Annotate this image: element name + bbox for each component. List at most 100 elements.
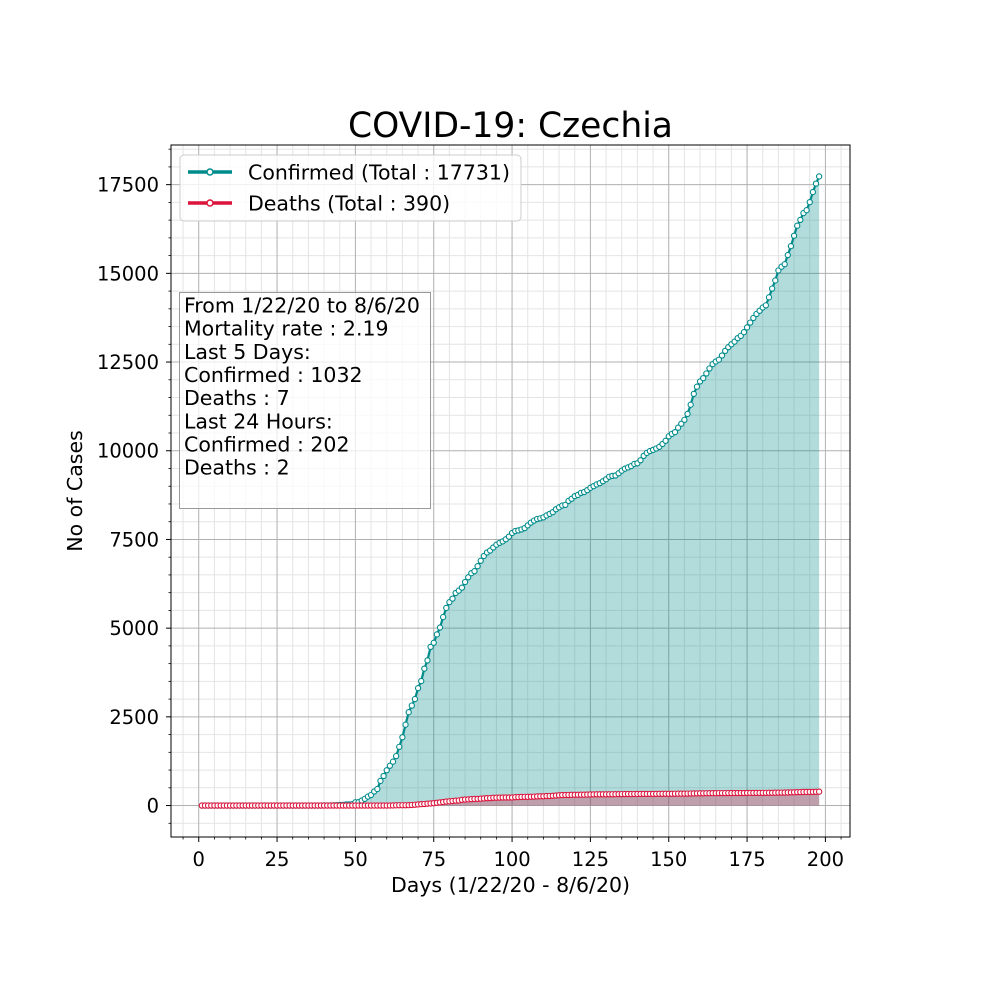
confirmed-point xyxy=(637,457,644,464)
confirmed-point xyxy=(389,758,397,765)
y-tick-label: 10000 xyxy=(97,440,159,463)
confirmed-point xyxy=(402,721,409,728)
x-tick-label: 25 xyxy=(265,848,290,871)
confirmed-point xyxy=(743,324,751,331)
confirmed-point xyxy=(405,709,412,716)
confirmed-point xyxy=(765,294,773,301)
y-tick-label: 5000 xyxy=(109,617,159,640)
confirmed-point xyxy=(715,356,723,363)
confirmed-area xyxy=(201,176,820,806)
x-axis-label: Days (1/22/20 - 8/6/20) xyxy=(391,873,630,897)
x-tick-label: 0 xyxy=(193,848,205,871)
confirmed-point xyxy=(781,261,788,268)
x-tick-label: 75 xyxy=(421,848,446,871)
confirmed-point xyxy=(794,222,801,229)
confirmed-point xyxy=(718,352,726,359)
confirmed-point xyxy=(383,767,390,774)
x-tick-label: 100 xyxy=(493,848,530,871)
confirmed-point xyxy=(562,501,569,508)
x-tick-label: 150 xyxy=(650,848,687,871)
confirmed-point xyxy=(399,734,406,741)
confirmed-point xyxy=(374,785,381,793)
chart-title: COVID-19: Czechia xyxy=(348,106,673,146)
confirmed-point xyxy=(471,568,478,575)
info-box-frame xyxy=(179,292,431,509)
y-tick-label: 17500 xyxy=(97,174,159,197)
legend-label-confirmed: Confirmed (Total : 17731) xyxy=(248,161,510,185)
y-tick-label: 15000 xyxy=(97,262,159,285)
confirmed-point xyxy=(430,639,437,646)
confirmed-point xyxy=(436,624,444,631)
deaths-series xyxy=(198,788,823,809)
confirmed-point xyxy=(465,574,472,581)
confirmed-point xyxy=(474,563,481,570)
confirmed-point xyxy=(443,604,450,612)
y-tick-label: 2500 xyxy=(109,706,159,729)
confirmed-point xyxy=(797,216,804,224)
legend-box xyxy=(179,154,522,222)
confirmed-point xyxy=(477,557,484,564)
confirmed-point xyxy=(700,375,707,382)
confirmed-point xyxy=(418,677,425,685)
confirmed-point xyxy=(411,695,419,703)
confirmed-point xyxy=(427,643,434,651)
confirmed-point xyxy=(750,314,757,322)
info-last-5-days-confirmed: Confirmed : 1032 xyxy=(184,363,363,387)
y-axis-label: No of Cases xyxy=(63,430,87,552)
confirmed-point xyxy=(458,584,466,591)
confirmed-point xyxy=(414,685,422,692)
plot-frame xyxy=(170,144,851,838)
confirmed-point xyxy=(671,429,679,436)
x-tick-label: 175 xyxy=(728,848,765,871)
axis-ticks xyxy=(166,148,842,842)
confirmed-point xyxy=(768,285,776,292)
info-last-5-days-deaths: Deaths : 7 xyxy=(184,386,290,410)
confirmed-point xyxy=(439,613,447,621)
confirmed-point xyxy=(461,578,469,586)
series-lines xyxy=(198,173,823,809)
confirmed-point xyxy=(662,437,669,444)
info-last-24-hours-heading: Last 24 Hours: xyxy=(184,409,333,433)
confirmed-point xyxy=(690,390,697,398)
legend-marker-deaths-icon xyxy=(206,199,214,207)
axis-tick-labels: 0 25 50 75 100 125 150 175 200 0 2500 5000 7500 10000… xyxy=(97,174,844,871)
confirmed-point xyxy=(377,777,384,785)
x-tick-label: 125 xyxy=(572,848,609,871)
info-box: From 1/22/20 to 8/6/20 Mortality rate : … xyxy=(179,292,431,509)
confirmed-point xyxy=(787,243,795,250)
confirmed-point xyxy=(424,657,431,664)
confirmed-point xyxy=(772,277,779,284)
info-date-range: From 1/22/20 to 8/6/20 xyxy=(184,294,420,318)
y-tick-label: 0 xyxy=(147,795,159,818)
info-last-5-days-heading: Last 5 Days: xyxy=(184,340,311,364)
confirmed-point xyxy=(681,416,688,423)
confirmed-point xyxy=(408,702,415,709)
deaths-point xyxy=(815,788,823,795)
x-tick-label: 50 xyxy=(343,848,368,871)
confirmed-point xyxy=(693,383,701,390)
confirmed-point xyxy=(815,173,823,180)
confirmed-point xyxy=(392,752,400,760)
x-tick-label: 200 xyxy=(807,848,844,871)
confirmed-point xyxy=(380,772,387,780)
confirmed-point xyxy=(703,370,710,377)
confirmed-point xyxy=(762,302,770,309)
confirmed-point xyxy=(747,319,754,326)
confirmed-point xyxy=(809,188,817,196)
confirmed-point xyxy=(678,420,685,427)
confirmed-point xyxy=(803,207,810,214)
info-last-24-hours-deaths: Deaths : 2 xyxy=(184,456,290,480)
confirmed-point xyxy=(790,232,798,239)
confirmed-point xyxy=(396,743,403,751)
confirmed-point xyxy=(674,424,682,431)
confirmed-point xyxy=(784,251,791,259)
confirmed-point xyxy=(806,198,813,206)
confirmed-point xyxy=(449,595,456,602)
legend-marker-confirmed-icon xyxy=(206,168,214,176)
confirmed-point xyxy=(433,631,441,638)
info-mortality-rate: Mortality rate : 2.19 xyxy=(184,317,389,341)
confirmed-point xyxy=(740,329,748,336)
confirmed-point xyxy=(421,665,428,672)
confirmed-point xyxy=(684,410,691,418)
